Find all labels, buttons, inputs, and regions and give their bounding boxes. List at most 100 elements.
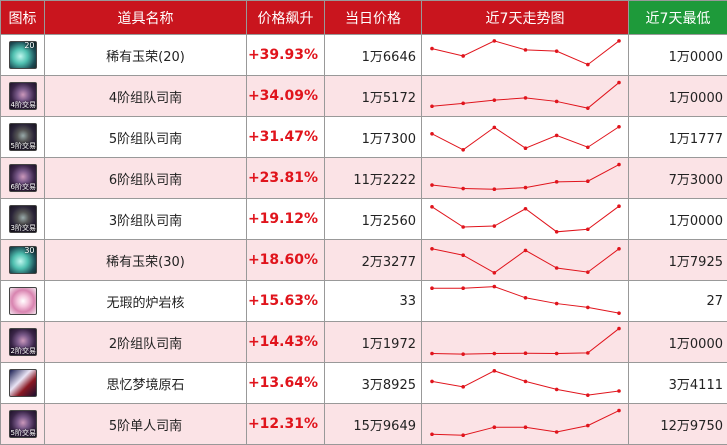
trend-point bbox=[493, 126, 497, 130]
trend-point bbox=[524, 249, 528, 253]
trend-sparkline bbox=[422, 404, 629, 444]
trend-point bbox=[524, 96, 528, 100]
trend-point bbox=[493, 285, 497, 289]
trend-point bbox=[493, 271, 497, 275]
trend-point bbox=[524, 296, 528, 300]
trend-point bbox=[461, 253, 465, 257]
trend-point bbox=[617, 125, 621, 129]
trend-cell bbox=[422, 35, 629, 76]
today-price: 1万5172 bbox=[325, 76, 422, 117]
trend-point bbox=[461, 352, 465, 356]
price-rise: +19.12% bbox=[247, 199, 325, 240]
trend-line bbox=[432, 165, 619, 190]
trend-point bbox=[493, 425, 497, 429]
trend-point bbox=[555, 266, 559, 270]
trend-line bbox=[432, 41, 619, 65]
price-rise: +15.63% bbox=[247, 281, 325, 322]
compass-icon[interactable]: 2阶交易 bbox=[9, 328, 37, 356]
trend-cell bbox=[422, 404, 629, 445]
trend-point bbox=[586, 227, 590, 231]
price-rise: +18.60% bbox=[247, 240, 325, 281]
seven-day-low: 7万3000 bbox=[629, 158, 727, 199]
trend-line bbox=[432, 329, 619, 355]
seven-day-low: 1万7925 bbox=[629, 240, 727, 281]
seven-day-low: 1万1777 bbox=[629, 117, 727, 158]
compass-icon[interactable]: 4阶交易 bbox=[9, 82, 37, 110]
item-icon-cell: 30 bbox=[1, 240, 45, 281]
trend-point bbox=[430, 432, 434, 436]
compass-icon[interactable]: 6阶交易 bbox=[9, 164, 37, 192]
item-icon-cell: 3阶交易 bbox=[1, 199, 45, 240]
core-icon[interactable] bbox=[9, 287, 37, 315]
trend-point bbox=[430, 352, 434, 356]
trend-point bbox=[493, 187, 497, 191]
trend-sparkline bbox=[422, 117, 629, 157]
seven-day-low: 1万0000 bbox=[629, 199, 727, 240]
price-rise: +39.93% bbox=[247, 35, 325, 76]
trend-point bbox=[617, 327, 621, 331]
item-icon-cell bbox=[1, 281, 45, 322]
today-price: 1万6646 bbox=[325, 35, 422, 76]
trend-cell bbox=[422, 117, 629, 158]
trend-point bbox=[586, 424, 590, 428]
item-name: 无瑕的炉岩核 bbox=[45, 281, 247, 322]
trend-point bbox=[524, 425, 528, 429]
trend-point bbox=[617, 81, 621, 85]
trend-point bbox=[461, 286, 465, 290]
trend-point bbox=[586, 106, 590, 110]
price-rise: +23.81% bbox=[247, 158, 325, 199]
trend-point bbox=[461, 54, 465, 58]
gem-icon[interactable]: 30 bbox=[9, 246, 37, 274]
item-icon-cell bbox=[1, 363, 45, 404]
header-low: 近7天最低 bbox=[629, 1, 727, 35]
trend-point bbox=[617, 39, 621, 43]
trend-sparkline bbox=[422, 199, 629, 239]
gem-icon[interactable]: 20 bbox=[9, 41, 37, 69]
trend-point bbox=[524, 207, 528, 211]
trend-point bbox=[493, 369, 497, 373]
price-rise: +14.43% bbox=[247, 322, 325, 363]
today-price: 1万2560 bbox=[325, 199, 422, 240]
today-price: 33 bbox=[325, 281, 422, 322]
compass-icon[interactable]: 5阶交易 bbox=[9, 123, 37, 151]
item-name: 5阶组队司南 bbox=[45, 117, 247, 158]
trend-cell bbox=[422, 363, 629, 404]
stone-icon[interactable] bbox=[9, 369, 37, 397]
price-rise: +31.47% bbox=[247, 117, 325, 158]
header-name: 道具名称 bbox=[45, 1, 247, 35]
trend-point bbox=[586, 306, 590, 310]
trend-line bbox=[432, 83, 619, 109]
trend-line bbox=[432, 127, 619, 150]
trend-point bbox=[461, 148, 465, 152]
compass-icon[interactable]: 3阶交易 bbox=[9, 205, 37, 233]
trend-point bbox=[430, 47, 434, 51]
item-name: 5阶单人司南 bbox=[45, 404, 247, 445]
trend-cell bbox=[422, 199, 629, 240]
trend-cell bbox=[422, 240, 629, 281]
trend-sparkline bbox=[422, 281, 629, 321]
today-price: 11万2222 bbox=[325, 158, 422, 199]
trend-line bbox=[432, 249, 619, 273]
header-rise: 价格飙升 bbox=[247, 1, 325, 35]
item-icon-cell: 6阶交易 bbox=[1, 158, 45, 199]
trend-point bbox=[555, 388, 559, 392]
trend-point bbox=[617, 247, 621, 251]
item-icon-cell: 20 bbox=[1, 35, 45, 76]
trend-point bbox=[493, 352, 497, 356]
item-name: 思忆梦境原石 bbox=[45, 363, 247, 404]
trend-sparkline bbox=[422, 322, 629, 362]
icon-trade-tag: 2阶交易 bbox=[11, 347, 36, 355]
trend-point bbox=[555, 430, 559, 434]
today-price: 1万1972 bbox=[325, 322, 422, 363]
